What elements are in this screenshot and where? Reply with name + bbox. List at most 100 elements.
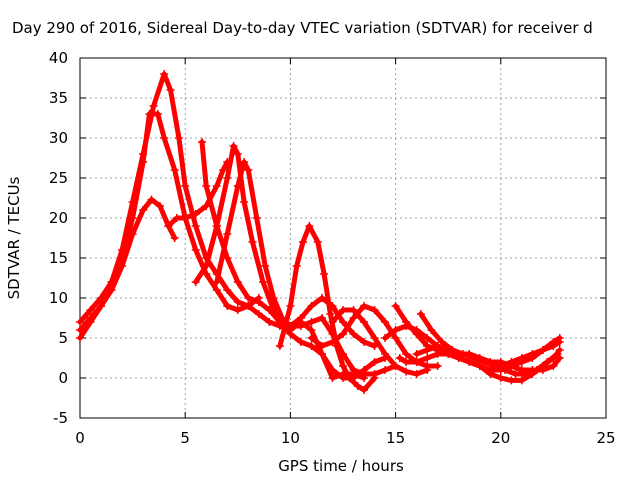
data-point <box>277 314 286 322</box>
data-point <box>370 306 379 314</box>
data-point <box>147 195 156 204</box>
data-point <box>307 334 316 342</box>
data-point <box>543 358 552 366</box>
data-point <box>412 330 421 338</box>
data-point <box>317 350 326 358</box>
data-point <box>212 182 221 190</box>
data-point <box>370 374 379 382</box>
y-tick-label: 5 <box>58 329 68 347</box>
data-point <box>240 198 249 206</box>
x-tick-label: 25 <box>596 429 615 447</box>
data-point <box>202 182 211 190</box>
data-point <box>244 294 253 302</box>
data-point <box>317 294 326 302</box>
data-point <box>153 110 162 118</box>
data-point <box>528 350 537 358</box>
data-point <box>275 342 284 350</box>
x-tick-label: 20 <box>491 429 510 447</box>
data-point <box>339 362 347 370</box>
data-point <box>448 346 457 354</box>
data-point <box>296 314 305 322</box>
data-point <box>328 366 337 374</box>
data-point <box>532 366 541 374</box>
data-point <box>139 206 148 214</box>
data-point <box>164 222 173 230</box>
data-point <box>317 314 326 322</box>
data-point <box>219 166 228 174</box>
data-point <box>349 366 358 374</box>
data-point <box>381 350 390 358</box>
data-point <box>307 326 316 334</box>
data-point <box>233 278 242 286</box>
data-point <box>475 362 484 370</box>
data-point <box>549 362 558 370</box>
data-point <box>370 334 379 342</box>
data-point <box>490 362 499 370</box>
data-point <box>139 150 148 158</box>
x-tick-label: 5 <box>180 429 190 447</box>
y-tick-label: 40 <box>49 49 68 67</box>
data-point <box>370 358 379 366</box>
data-point <box>191 222 200 230</box>
y-tick-label: 10 <box>49 289 68 307</box>
data-point <box>328 338 337 346</box>
y-tick-label: 25 <box>49 169 68 187</box>
data-point <box>416 310 425 318</box>
y-axis-ticks: -5 0 5 10 15 20 25 30 35 40 <box>49 49 606 427</box>
data-point <box>181 182 190 190</box>
data-point <box>97 302 106 310</box>
x-axis-ticks: 0 5 10 15 20 25 <box>75 58 616 447</box>
data-point <box>507 358 516 366</box>
data-point <box>269 294 278 302</box>
data-point <box>265 318 274 326</box>
data-point <box>286 302 295 310</box>
data-point <box>170 166 179 174</box>
data-point <box>229 142 238 150</box>
data-point <box>395 354 404 362</box>
data-point <box>360 318 369 326</box>
data-point <box>538 346 547 354</box>
data-point <box>360 386 369 394</box>
data-point <box>233 298 242 306</box>
data-point <box>465 358 474 366</box>
data-point <box>349 330 358 338</box>
data-point <box>437 338 446 346</box>
data-point <box>339 306 347 314</box>
data-point <box>328 318 337 326</box>
data-point <box>155 202 164 210</box>
data-point <box>555 338 564 346</box>
y-tick-label: 0 <box>58 369 68 387</box>
data-point <box>353 382 362 390</box>
x-axis-label: GPS time / hours <box>278 457 404 475</box>
data-point <box>166 86 175 94</box>
data-point <box>248 238 257 246</box>
data-point <box>223 286 232 294</box>
x-tick-label: 10 <box>281 429 300 447</box>
y-tick-label: 20 <box>49 209 68 227</box>
x-tick-label: 15 <box>386 429 405 447</box>
data-point <box>326 310 335 318</box>
data-point <box>223 174 232 182</box>
data-point <box>391 362 400 370</box>
data-point <box>223 230 232 238</box>
data-point <box>233 182 242 190</box>
data-point <box>160 70 169 78</box>
data-point <box>286 330 295 338</box>
series-trace-8 <box>277 223 378 393</box>
data-point <box>511 370 520 378</box>
data-point <box>313 238 322 246</box>
data-point <box>423 334 432 342</box>
data-point <box>458 350 467 358</box>
data-point <box>360 338 369 346</box>
data-point <box>402 350 411 358</box>
data-point <box>433 362 442 370</box>
data-point <box>198 138 207 146</box>
data-point <box>174 134 183 142</box>
data-point <box>391 326 400 334</box>
data-point <box>402 318 411 326</box>
data-point <box>191 278 200 286</box>
data-point <box>402 358 411 366</box>
data-point <box>181 214 190 222</box>
y-tick-label: -5 <box>53 409 68 427</box>
data-point <box>345 374 354 382</box>
